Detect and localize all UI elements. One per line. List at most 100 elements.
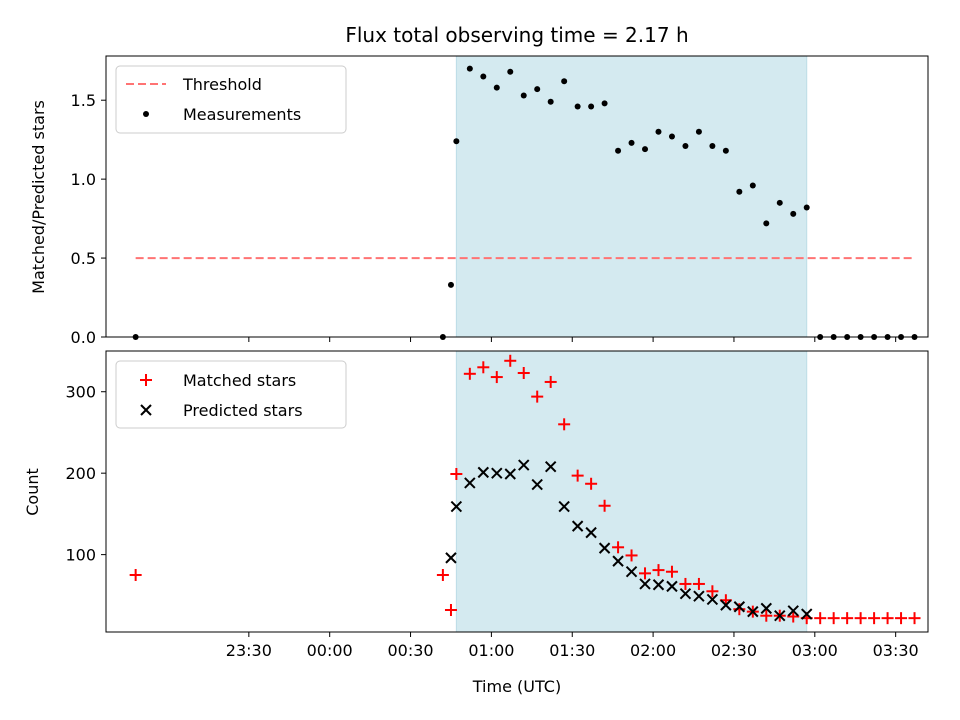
matched-star-point: [477, 361, 490, 374]
matched-star-point: [841, 612, 854, 625]
predicted-star-point: [625, 566, 638, 578]
x-tick-label: 03:30: [873, 641, 919, 660]
chart-title: Flux total observing time = 2.17 h: [345, 23, 688, 47]
top-panel: 0.0 0.5 1.0 1.5 Threshold Measurements: [71, 55, 929, 347]
matched-star-point: [544, 375, 557, 388]
bottom-y-tick-label: 200: [65, 464, 96, 483]
measurement-point: [507, 68, 514, 75]
measurement-point: [493, 84, 500, 91]
matched-star-point: [706, 585, 719, 598]
matched-star-point: [639, 567, 652, 580]
measurement-point: [561, 78, 568, 85]
matched-star-point: [827, 612, 840, 625]
measurement-point: [628, 139, 635, 146]
x-tick-label: 03:00: [792, 641, 838, 660]
matched-star-point: [814, 612, 827, 625]
measurement-point: [668, 133, 675, 140]
measurement-point: [722, 147, 729, 154]
predicted-star-point: [720, 599, 732, 611]
predicted-star-point: [801, 608, 813, 620]
measurement-point: [466, 65, 473, 72]
matched-star-point: [598, 499, 611, 512]
measurement-point: [749, 182, 756, 189]
measurement-point: [695, 128, 702, 135]
matched-star-point: [868, 612, 881, 625]
x-tick-label: 01:30: [549, 641, 595, 660]
matched-star-point: [490, 371, 503, 384]
matched-star-point: [665, 565, 678, 578]
bottom-frame: [105, 350, 929, 633]
x-tick-label: 02:30: [711, 641, 757, 660]
x-axis-label: Time (UTC): [472, 677, 561, 696]
matched-star-point: [504, 354, 517, 367]
top-frame: [105, 55, 929, 338]
measurement-point: [574, 103, 581, 110]
predicted-star-point: [464, 477, 476, 489]
legend-predicted-label: Predicted stars: [183, 401, 303, 420]
measurement-point: [709, 142, 716, 149]
matched-star-point: [881, 612, 894, 625]
top-y-tick-label: 0.0: [71, 328, 96, 347]
predicted-star-point: [491, 467, 503, 479]
matched-star-point: [787, 610, 800, 623]
matched-star-point: [760, 609, 773, 622]
matched-star-point: [854, 612, 867, 625]
legend-measurements-label: Measurements: [183, 105, 301, 124]
top-y-tick-label: 1.5: [71, 91, 96, 110]
matched-star-point: [436, 568, 449, 581]
matched-star-point: [679, 577, 692, 590]
matched-star-point: [558, 418, 571, 431]
x-tick-label: 02:00: [630, 641, 676, 660]
predicted-star-point: [571, 520, 584, 532]
measurement-point: [588, 103, 595, 110]
measurement-point: [547, 98, 554, 105]
measurement-point: [642, 146, 649, 153]
measurement-point: [453, 138, 460, 145]
predicted-star-point: [445, 552, 457, 564]
matched-star-point: [612, 541, 625, 554]
top-y-tick-label: 0.5: [71, 249, 96, 268]
matched-star-point: [733, 603, 746, 616]
bottom-legend-box: [115, 360, 347, 429]
bottom-panel: 23:30 00:00 00:30 01:00 01:30 02:00 02:30 03:00…: [65, 350, 929, 660]
bottom-y-tick-label: 300: [65, 383, 96, 402]
matched-star-point: [895, 612, 908, 625]
matched-star-point: [585, 477, 598, 490]
matched-star-point: [531, 390, 544, 403]
matched-star-point: [129, 568, 142, 581]
matched-star-point: [517, 366, 530, 379]
predicted-star-point: [747, 605, 759, 618]
top-legend: Threshold Measurements: [115, 65, 347, 134]
predicted-star-point: [787, 605, 799, 617]
measurement-point: [763, 220, 770, 227]
predicted-star-point: [531, 478, 543, 491]
bottom-observing-window: [455, 350, 808, 633]
measurement-point: [615, 147, 622, 154]
predicted-star-point: [774, 610, 786, 622]
predicted-star-point: [558, 500, 570, 513]
matched-star-point: [444, 604, 457, 617]
y-axis-label-top: Matched/Predicted stars: [29, 100, 48, 294]
predicted-star-point: [760, 602, 773, 615]
predicted-star-point: [612, 555, 624, 567]
predicted-star-point: [733, 601, 746, 613]
legend-matched-label: Matched stars: [183, 371, 296, 390]
y-axis-label-bottom: Count: [23, 468, 42, 516]
matched-star-point: [692, 577, 705, 590]
measurement-point: [447, 281, 454, 288]
bottom-y-tick-label: 100: [65, 546, 96, 565]
predicted-star-point: [693, 590, 705, 602]
legend-measurements-swatch: [143, 111, 149, 117]
predicted-star-point: [477, 466, 490, 479]
predicted-star-point: [652, 579, 665, 591]
measurement-point: [776, 199, 783, 206]
predicted-star-point: [585, 526, 597, 539]
predicted-star-point: [598, 542, 611, 554]
x-tick-label: 00:00: [307, 641, 353, 660]
measurement-point: [655, 128, 662, 135]
matched-star-point: [463, 367, 476, 380]
predicted-star-point: [450, 500, 463, 513]
predicted-star-point: [679, 588, 692, 600]
matched-star-point: [625, 549, 638, 562]
